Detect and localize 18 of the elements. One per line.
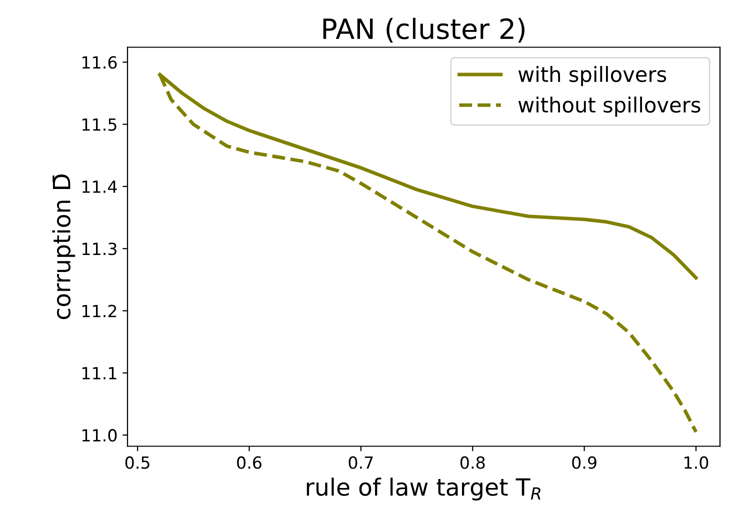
y-tick-label: 11.0 [82,429,117,442]
y-tick-label: 11.2 [82,304,116,318]
y-tick-label: 11.6 [82,56,117,69]
y-axis-title: corruption D̄ [52,174,76,320]
y-tick-label: 11.3 [82,242,116,256]
x-tick-label: 0.7 [348,456,373,469]
y-tick-label: 11.5 [82,118,116,131]
y-tick-label: 11.1 [82,367,116,380]
x-tick-label: 1.0 [684,456,708,469]
x-tick-label: 0.6 [237,456,262,469]
x-tick-label: 0.8 [460,456,485,469]
x-axis-title: rule of law target T$_{R}$ [306,478,540,501]
legend-label: without spillovers [518,96,700,117]
legend-label: with spillovers [518,66,666,86]
y-tick-label: 11.4 [82,180,117,193]
chart-title: PAN (cluster 2) [323,18,524,43]
x-tick-label: 0.9 [572,456,596,469]
x-tick-label: 0.5 [125,456,150,469]
